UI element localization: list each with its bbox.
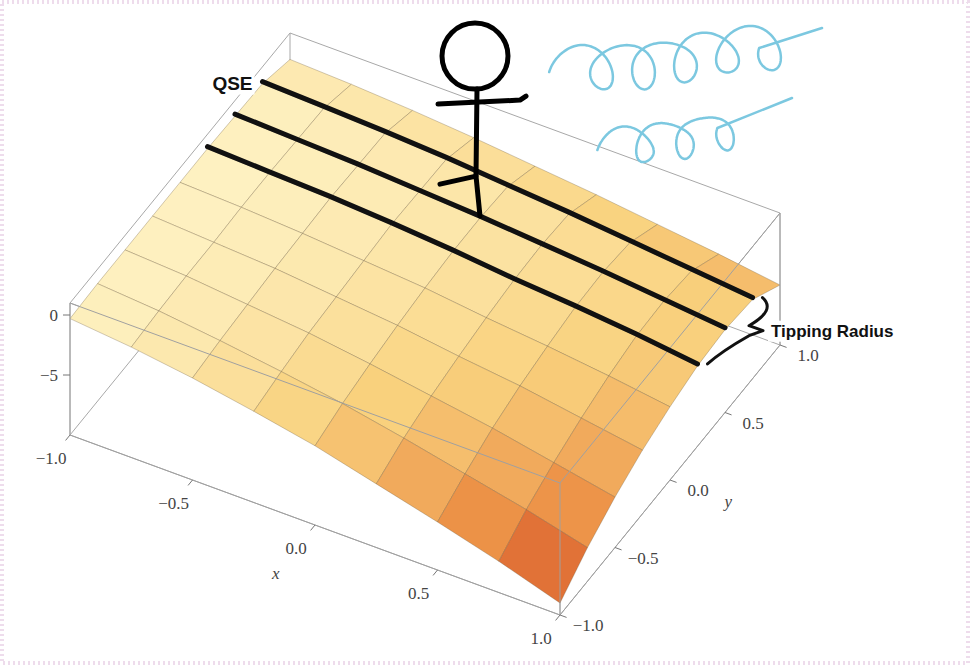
box-back — [70, 33, 780, 615]
figure-arms — [438, 96, 526, 104]
figure-head — [442, 23, 508, 89]
qse-label: QSE — [212, 73, 252, 94]
annotations: QSE Tipping Radius — [208, 72, 897, 364]
z-tick-label: 0 — [50, 306, 59, 325]
x-tick — [556, 615, 560, 620]
tipping-radius-label: Tipping Radius — [771, 322, 893, 341]
x-tick-label: −0.5 — [158, 494, 189, 513]
y-tick-label: 0.0 — [688, 481, 709, 500]
x-tick — [66, 435, 70, 440]
y-tick — [615, 548, 622, 550]
page-border — [2, 2, 968, 663]
scribble — [597, 98, 792, 162]
label-patch — [210, 72, 254, 95]
z-tick — [63, 375, 70, 376]
x-tick-label: −1.0 — [36, 449, 67, 468]
y-tick-label: 0.5 — [743, 414, 764, 433]
y-axis-title: y — [722, 492, 732, 511]
background — [0, 0, 970, 665]
scribbles — [549, 26, 822, 162]
y-tick — [670, 480, 677, 482]
axes: −1.0 −0.5 0.0 0.5 1.0 −1.0 −0.5 0.0 0.5 1.0 0 −5 x y — [36, 306, 819, 648]
box-edge — [70, 303, 71, 435]
surface — [70, 59, 780, 603]
surface-cell — [499, 510, 588, 603]
y-tick — [780, 345, 787, 347]
label-patch — [768, 321, 896, 342]
scribble — [549, 26, 822, 90]
y-tick — [560, 615, 567, 617]
box-edge — [70, 435, 560, 615]
box-edge — [560, 483, 561, 615]
qse-line — [208, 147, 698, 364]
x-tick — [311, 525, 315, 530]
chart: −1.0 −0.5 0.0 0.5 1.0 −1.0 −0.5 0.0 0.5 1.0 0 −5 x y Q… — [0, 0, 970, 665]
x-tick — [433, 570, 437, 575]
box-edge — [70, 303, 560, 483]
box-edge — [560, 345, 780, 615]
x-axis-title: x — [271, 564, 280, 583]
x-tick-label: 0.0 — [285, 539, 306, 558]
qse-line — [263, 82, 753, 298]
box-edge — [560, 483, 561, 615]
tipping-brace — [708, 298, 768, 364]
y-tick-label: −1.0 — [573, 616, 604, 635]
box-edge — [70, 303, 71, 435]
x-tick-label: 0.5 — [408, 584, 429, 603]
y-tick — [725, 413, 732, 415]
x-tick — [188, 480, 192, 485]
stick-figure — [438, 23, 526, 216]
z-tick-label: −5 — [40, 366, 58, 385]
z-tick — [63, 315, 70, 316]
x-tick-label: 1.0 — [530, 629, 551, 648]
y-tick-label: 1.0 — [798, 346, 819, 365]
y-tick-label: −0.5 — [628, 549, 659, 568]
box-front — [70, 213, 780, 615]
figure-legs — [440, 176, 480, 216]
